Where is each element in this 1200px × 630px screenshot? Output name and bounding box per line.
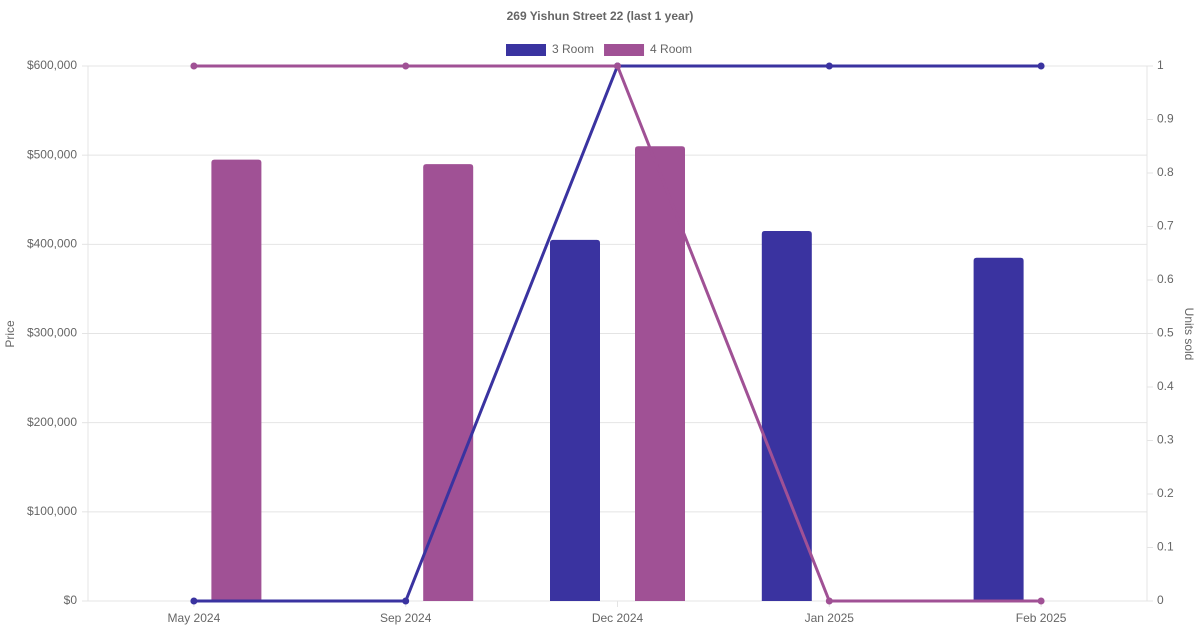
line-point (402, 597, 410, 605)
y2-tick-label: 0 (1157, 593, 1164, 607)
line-point (190, 597, 198, 605)
y-tick-label: $0 (64, 593, 78, 607)
line-point (1037, 597, 1045, 605)
bar (423, 164, 474, 602)
y2-tick-label: 0.5 (1157, 326, 1174, 340)
y2-tick-label: 0.9 (1157, 112, 1174, 126)
y2-tick-label: 0.3 (1157, 433, 1174, 447)
y-axis-title: Price (3, 320, 17, 348)
legend-label: 3 Room (552, 42, 594, 56)
x-tick-label: Feb 2025 (1016, 611, 1067, 625)
bar (635, 146, 685, 601)
x-tick-label: Jan 2025 (805, 611, 855, 625)
y2-tick-label: 1 (1157, 58, 1164, 72)
y2-tick-label: 0.2 (1157, 486, 1174, 500)
line-point (190, 62, 198, 70)
legend-swatch (604, 44, 645, 56)
line-point (1037, 62, 1045, 70)
y2-tick-label: 0.7 (1157, 219, 1174, 233)
legend-label: 4 Room (650, 42, 692, 56)
bar (211, 159, 262, 601)
y2-axis-title: Units sold (1182, 308, 1196, 361)
line-point (825, 62, 833, 70)
bar (761, 230, 812, 602)
chart-title: 269 Yishun Street 22 (last 1 year) (507, 9, 694, 23)
legend-swatch (506, 44, 546, 56)
y2-tick-label: 0.8 (1157, 165, 1174, 179)
y2-tick-label: 0.4 (1157, 379, 1174, 393)
x-tick-label: May 2024 (168, 611, 221, 625)
y2-tick-label: 0.1 (1157, 540, 1174, 554)
line-point (614, 62, 621, 70)
y2-tick-label: 0.6 (1157, 272, 1174, 286)
bar (550, 239, 600, 601)
line-point (402, 62, 410, 70)
line-point (825, 597, 833, 605)
y-tick-label: $100,000 (27, 504, 77, 518)
y-tick-label: $200,000 (27, 415, 77, 429)
x-tick-label: Dec 2024 (592, 611, 644, 625)
bar (973, 257, 1024, 601)
y-tick-label: $300,000 (27, 326, 77, 340)
y-tick-label: $600,000 (27, 58, 77, 72)
x-tick-label: Sep 2024 (380, 611, 432, 625)
y-tick-label: $500,000 (27, 147, 77, 161)
y-tick-label: $400,000 (27, 237, 77, 251)
